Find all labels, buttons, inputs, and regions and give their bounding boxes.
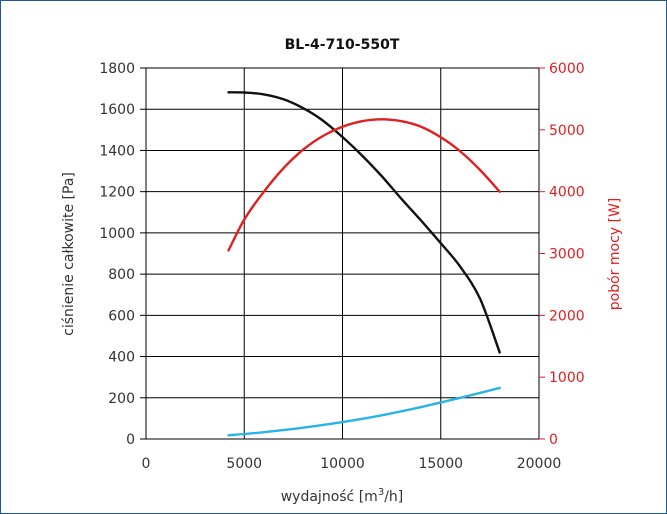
x-tick-label: 0 — [142, 456, 151, 472]
y-tick-label-left: 0 — [126, 432, 135, 448]
y-tick-label-right: 0 — [549, 432, 558, 448]
y-tick-label-left: 800 — [108, 267, 135, 283]
axes: 0 5000 10000 15000 2000002004006008001000120… — [99, 61, 584, 472]
series-line-pressure — [227, 91, 501, 354]
series-line-power — [227, 118, 501, 252]
y-tick-label-left: 1400 — [99, 143, 135, 159]
grid — [145, 67, 540, 440]
y-tick-label-right: 3000 — [549, 247, 585, 263]
y-tick-label-right: 6000 — [549, 61, 585, 77]
x-tick-label: 10000 — [320, 456, 365, 472]
y-tick-label-right: 2000 — [549, 308, 585, 324]
y-axis-label-left: ciśnienie całkowite [Pa] — [61, 172, 77, 336]
y-tick-label-right: 4000 — [549, 185, 585, 201]
y-tick-label-left: 600 — [108, 308, 135, 324]
chart-title: BL-4-710-550T — [285, 37, 400, 53]
x-axis-label: wydajność [m3/h] — [281, 487, 404, 505]
x-tick-label: 15000 — [418, 456, 463, 472]
y-tick-label-left: 1800 — [99, 61, 135, 77]
y-tick-label-left: 400 — [108, 350, 135, 366]
y-axis-label-right: pobór mocy [W] — [607, 198, 623, 311]
x-tick-label: 5000 — [226, 456, 262, 472]
series-lines — [227, 91, 501, 437]
x-tick-label: 20000 — [517, 456, 562, 472]
y-tick-label-left: 1000 — [99, 226, 135, 242]
y-tick-label-right: 1000 — [549, 370, 585, 386]
y-tick-label-left: 1600 — [99, 102, 135, 118]
y-tick-label-left: 1200 — [99, 185, 135, 201]
y-tick-label-left: 200 — [108, 391, 135, 407]
series-line-blue — [227, 386, 501, 437]
y-tick-label-right: 5000 — [549, 123, 585, 139]
